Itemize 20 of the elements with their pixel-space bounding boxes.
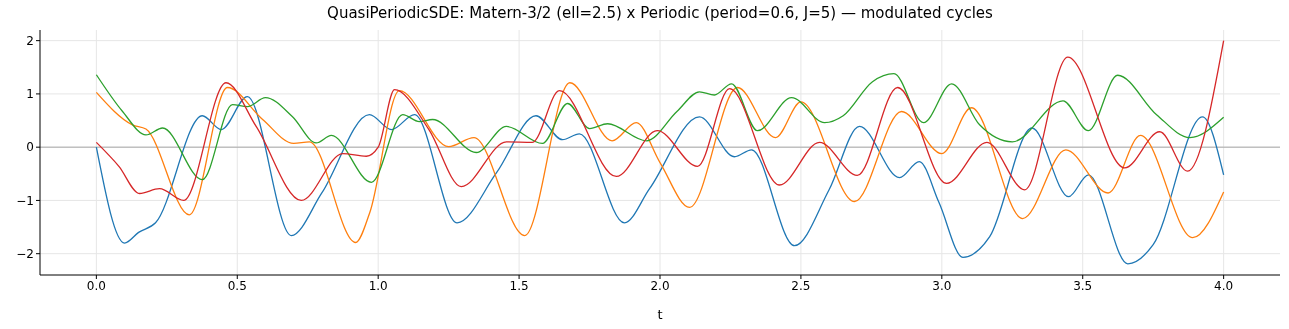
x-tick-label: 1.0 xyxy=(368,278,388,293)
chart-title: QuasiPeriodicSDE: Matern-3/2 (ell=2.5) x Periodic (period=0.6, J=5) — modulated cycles xyxy=(326,4,994,22)
x-tick-label: 3.0 xyxy=(932,278,952,293)
y-tick-label: −1 xyxy=(16,193,34,208)
line-series xyxy=(95,82,1225,244)
line-series xyxy=(95,40,1225,202)
x-tick-label: 0.0 xyxy=(86,278,106,293)
x-tick-label: 2.0 xyxy=(650,278,670,293)
y-tick-label: 0 xyxy=(26,140,34,155)
y-tick-label: 1 xyxy=(26,87,34,102)
line-series xyxy=(95,95,1225,265)
x-tick-label: 4.0 xyxy=(1214,278,1234,293)
x-tick-label: 1.5 xyxy=(509,278,529,293)
y-tick-label: −2 xyxy=(16,246,34,261)
x-tick-label: 2.5 xyxy=(791,278,811,293)
x-tick-label: 0.5 xyxy=(227,278,247,293)
line-series xyxy=(95,73,1225,183)
x-axis-title: t xyxy=(657,307,663,322)
x-tick-label: 3.5 xyxy=(1073,278,1093,293)
y-tick-label: 2 xyxy=(26,33,34,48)
